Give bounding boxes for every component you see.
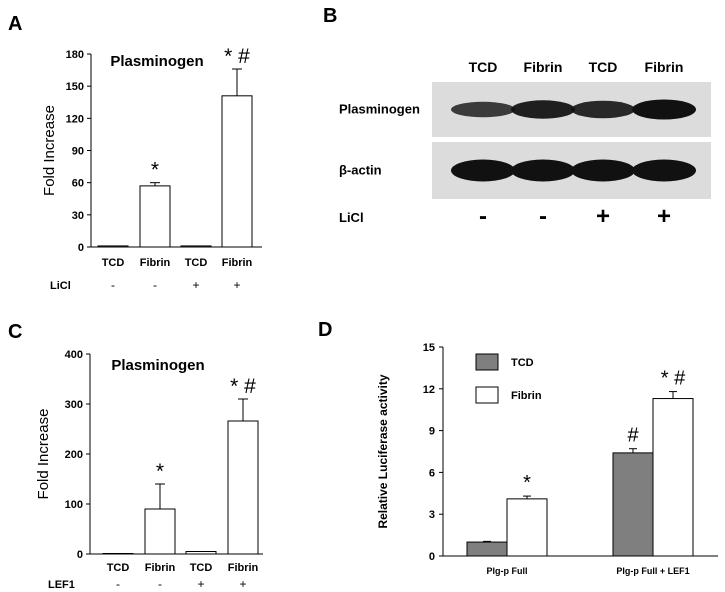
treatment-sign: - xyxy=(158,577,162,591)
significance-mark: * # xyxy=(224,45,250,68)
bar-fibrin xyxy=(506,498,548,557)
treatment-sign: - xyxy=(153,278,157,292)
y-tick-label: 200 xyxy=(65,449,83,461)
bar xyxy=(227,420,259,555)
y-tick-label: 180 xyxy=(66,49,84,61)
panel-b-western-blot: B TCD Fibrin TCD Fibrin Plasminogen β-actin LiC… xyxy=(323,5,711,230)
treatment-label: LiCl xyxy=(50,280,71,292)
chart-title: Plasminogen xyxy=(111,357,204,374)
treatment-sign: + xyxy=(233,278,240,292)
bar xyxy=(144,508,176,555)
treatment-sign: - xyxy=(111,278,115,292)
bar xyxy=(221,95,253,248)
significance-mark: * xyxy=(156,460,164,483)
y-tick-label: 150 xyxy=(66,81,84,93)
x-tick-label: TCD xyxy=(102,257,125,269)
x-tick-label: TCD xyxy=(107,562,130,574)
lane-label: TCD xyxy=(469,59,498,75)
bar xyxy=(139,185,171,248)
panel-label: B xyxy=(323,5,337,27)
treatment-sign: - xyxy=(116,577,120,591)
panel-d: D 0 3 6 9 12 15 Relative Luciferase activity Plg… xyxy=(318,319,718,576)
bar xyxy=(180,245,212,248)
blot-band xyxy=(451,159,515,182)
lane-label: Fibrin xyxy=(524,59,563,75)
blot-band xyxy=(451,101,515,118)
y-tick-label: 9 xyxy=(429,426,435,438)
y-tick-label: 12 xyxy=(423,384,435,396)
treatment-sign: - xyxy=(539,203,547,230)
y-tick-label: 30 xyxy=(72,210,84,222)
panel-c: C 0 100 200 300 400 Fold Increase Plasminogen TC… xyxy=(8,321,263,591)
treatment-sign: + xyxy=(239,577,246,591)
treatment-sign: - xyxy=(479,203,487,230)
blot-row-label: Plasminogen xyxy=(339,102,420,117)
bar-tcd xyxy=(466,541,508,557)
lane-label: Fibrin xyxy=(645,59,684,75)
y-tick-label: 100 xyxy=(65,499,83,511)
y-tick-label: 300 xyxy=(65,399,83,411)
y-axis-label: Relative Luciferase activity xyxy=(376,374,390,528)
blot-band xyxy=(511,159,575,182)
significance-mark: * # xyxy=(661,368,686,390)
bar xyxy=(102,553,134,555)
treatment-sign: + xyxy=(657,203,671,230)
y-tick-label: 0 xyxy=(78,242,84,254)
lane-label: TCD xyxy=(589,59,618,75)
blot-row-label: β-actin xyxy=(339,163,382,178)
y-tick-label: 0 xyxy=(77,549,83,561)
y-tick-label: 60 xyxy=(72,178,84,190)
y-tick-label: 6 xyxy=(429,467,435,479)
x-tick-label: Fibrin xyxy=(145,562,176,574)
treatment-sign: + xyxy=(192,278,199,292)
significance-mark: * xyxy=(151,159,159,182)
bar-fibrin xyxy=(652,398,694,557)
significance-mark: * xyxy=(523,472,531,494)
legend-swatch xyxy=(475,353,499,371)
treatment-sign: + xyxy=(197,577,204,591)
x-tick-label: Fibrin xyxy=(222,257,253,269)
significance-mark: # xyxy=(627,425,639,447)
chart-title: Plasminogen xyxy=(110,53,203,70)
y-tick-label: 15 xyxy=(423,342,435,354)
x-tick-label: Fibrin xyxy=(228,562,259,574)
blot-band xyxy=(632,159,696,182)
y-tick-label: 90 xyxy=(72,146,84,158)
panel-a: A 0 30 60 90 120 150 180 Fold Increase Plasminoge… xyxy=(8,13,262,292)
blot-band xyxy=(511,100,575,119)
treatment-label: LEF1 xyxy=(48,579,75,591)
legend-label: TCD xyxy=(511,357,534,369)
y-axis-label: Fold Increase xyxy=(35,409,52,500)
y-tick-label: 400 xyxy=(65,349,83,361)
panel-label: C xyxy=(8,321,22,343)
y-axis-label: Fold Increase xyxy=(41,105,58,196)
bar xyxy=(97,245,129,248)
treatment-label: LiCl xyxy=(339,210,364,225)
x-tick-label: Fibrin xyxy=(140,257,171,269)
panel-label: D xyxy=(318,319,332,341)
y-tick-label: 0 xyxy=(429,551,435,563)
y-tick-label: 3 xyxy=(429,509,435,521)
bar-tcd xyxy=(612,452,654,557)
legend-label: Fibrin xyxy=(511,390,542,402)
bar xyxy=(185,551,217,555)
blot-band xyxy=(571,100,635,119)
legend-swatch xyxy=(475,386,499,404)
blot-band xyxy=(571,159,635,182)
significance-mark: * # xyxy=(230,375,256,398)
x-tick-label: TCD xyxy=(190,562,213,574)
x-tick-label: Plg-p Full xyxy=(487,566,528,576)
x-tick-label: TCD xyxy=(185,257,208,269)
y-tick-label: 120 xyxy=(66,113,84,125)
x-tick-label: Plg-p Full + LEF1 xyxy=(616,566,689,576)
panel-label: A xyxy=(8,13,22,35)
treatment-sign: + xyxy=(596,203,610,230)
blot-band xyxy=(632,99,696,120)
